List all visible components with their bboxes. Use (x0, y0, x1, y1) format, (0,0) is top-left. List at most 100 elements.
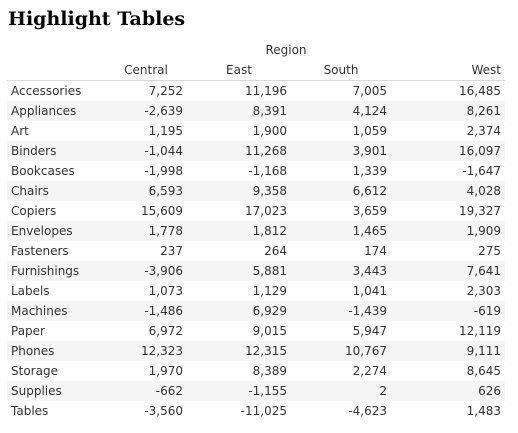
table-cell: -1,439 (291, 301, 391, 321)
table-cell: 15,609 (141, 204, 183, 218)
table-cell: 1,465 (291, 221, 391, 241)
table-cell: 7,252 (148, 84, 183, 98)
table-cell: 1,909 (391, 221, 505, 241)
row-label: Bookcases (11, 164, 75, 178)
table-cell: 4,028 (391, 181, 505, 201)
table-row: Appliances -2,639 8,391 4,124 8,261 (7, 101, 505, 121)
row-label: Tables (11, 404, 49, 418)
row-label: Copiers (11, 204, 57, 218)
row-label: Envelopes (7, 221, 105, 241)
table-cell: -1,998 (144, 164, 183, 178)
row-label: Supplies (7, 381, 105, 401)
table-cell: 1,900 (252, 124, 287, 138)
row-label: Machines (7, 301, 105, 321)
row-label: Paper (11, 324, 45, 338)
table-cell: 6,593 (105, 181, 187, 201)
table-cell: 8,391 (187, 101, 291, 121)
table-row: Storage 1,970 8,389 2,274 8,645 (7, 361, 505, 381)
table-cell: 2,274 (352, 364, 387, 378)
table-cell: 9,111 (391, 341, 505, 361)
table-cell: 3,901 (291, 141, 391, 161)
table-cell: -3,560 (144, 404, 183, 418)
table-cell: 7,641 (391, 261, 505, 281)
table-cell: 19,327 (459, 204, 501, 218)
table-cell: 1,812 (187, 221, 291, 241)
table-cell: 1,339 (352, 164, 387, 178)
table-cell: 1,073 (148, 284, 183, 298)
row-label: Art (11, 124, 29, 138)
table-cell: 8,389 (252, 364, 287, 378)
table-cell: 1,778 (105, 221, 187, 241)
table-row: Tables -3,560 -11,025 -4,623 1,483 (7, 401, 505, 421)
table-cell: 9,358 (187, 181, 291, 201)
table-row: Art 1,195 1,900 1,059 2,374 (7, 121, 505, 141)
row-label: Furnishings (7, 261, 105, 281)
table-cell: 11,268 (187, 141, 291, 161)
column-header-west: West (391, 60, 505, 81)
table-cell: 5,881 (187, 261, 291, 281)
table-cell: 2 (291, 381, 391, 401)
table-row: Chairs 6,593 9,358 6,612 4,028 (7, 181, 505, 201)
table-cell: 275 (478, 244, 501, 258)
row-label: Labels (11, 284, 50, 298)
table-cell: 1,041 (352, 284, 387, 298)
column-header-central: Central (105, 60, 187, 81)
table-cell: 7,005 (352, 84, 387, 98)
column-header-south: South (291, 60, 391, 81)
table-row: Paper 6,972 9,015 5,947 12,119 (7, 321, 505, 341)
table-cell: -662 (105, 381, 187, 401)
table-cell: 1,129 (252, 284, 287, 298)
row-label: Chairs (7, 181, 105, 201)
table-row: Phones 12,323 12,315 10,767 9,111 (7, 341, 505, 361)
table-cell: 10,767 (291, 341, 391, 361)
table-cell: 1,483 (466, 404, 501, 418)
table-cell: -1,168 (248, 164, 287, 178)
table-cell: -1,044 (105, 141, 187, 161)
table-cell: 1,195 (148, 124, 183, 138)
table-body: Accessories 7,252 11,196 7,005 16,485 Applian… (7, 81, 505, 422)
row-label: Accessories (11, 84, 82, 98)
row-label: Phones (7, 341, 105, 361)
table-cell: 264 (264, 244, 287, 258)
table-cell: 12,119 (459, 324, 501, 338)
row-label: Storage (11, 364, 58, 378)
region-column-group-header: Region (265, 43, 307, 57)
table-row: Envelopes 1,778 1,812 1,465 1,909 (7, 221, 505, 241)
table-cell: 626 (391, 381, 505, 401)
table-cell: 12,323 (105, 341, 187, 361)
table-cell: 237 (160, 244, 183, 258)
table-row: Supplies -662 -1,155 2 626 (7, 381, 505, 401)
table-row: Fasteners 237 264 174 275 (7, 241, 505, 261)
row-label: Binders (7, 141, 105, 161)
table-cell: 8,645 (466, 364, 501, 378)
table-cell: 1,059 (352, 124, 387, 138)
table-cell: 5,947 (352, 324, 387, 338)
row-label: Fasteners (11, 244, 69, 258)
table-cell: 4,124 (291, 101, 391, 121)
table-row: Bookcases -1,998 -1,168 1,339 -1,647 (7, 161, 505, 181)
table-cell: 2,374 (466, 124, 501, 138)
page-title: Highlight Tables (8, 8, 186, 30)
table-cell: -1,647 (462, 164, 501, 178)
table-cell: 3,443 (291, 261, 391, 281)
table-cell: -1,155 (187, 381, 291, 401)
row-header-blank (7, 60, 105, 81)
table-header-row: Central East South West (7, 60, 505, 81)
table-cell: 12,315 (187, 341, 291, 361)
table-cell: 8,261 (391, 101, 505, 121)
table-cell: 6,612 (291, 181, 391, 201)
table-row: Machines -1,486 6,929 -1,439 -619 (7, 301, 505, 321)
table-row: Furnishings -3,906 5,881 3,443 7,641 (7, 261, 505, 281)
table-cell: 17,023 (245, 204, 287, 218)
table-cell: -3,906 (105, 261, 187, 281)
table-row: Copiers 15,609 17,023 3,659 19,327 (7, 201, 505, 221)
table-cell: -2,639 (105, 101, 187, 121)
row-label: Appliances (7, 101, 105, 121)
column-header-east: East (187, 60, 291, 81)
table-cell: 6,972 (148, 324, 183, 338)
table-cell: -619 (391, 301, 505, 321)
table-cell: -1,486 (105, 301, 187, 321)
table-cell: 16,485 (459, 84, 501, 98)
table-cell: 174 (364, 244, 387, 258)
table-cell: 9,015 (252, 324, 287, 338)
